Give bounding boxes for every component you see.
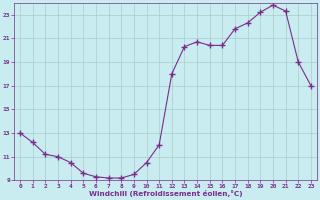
X-axis label: Windchill (Refroidissement éolien,°C): Windchill (Refroidissement éolien,°C) (89, 190, 242, 197)
